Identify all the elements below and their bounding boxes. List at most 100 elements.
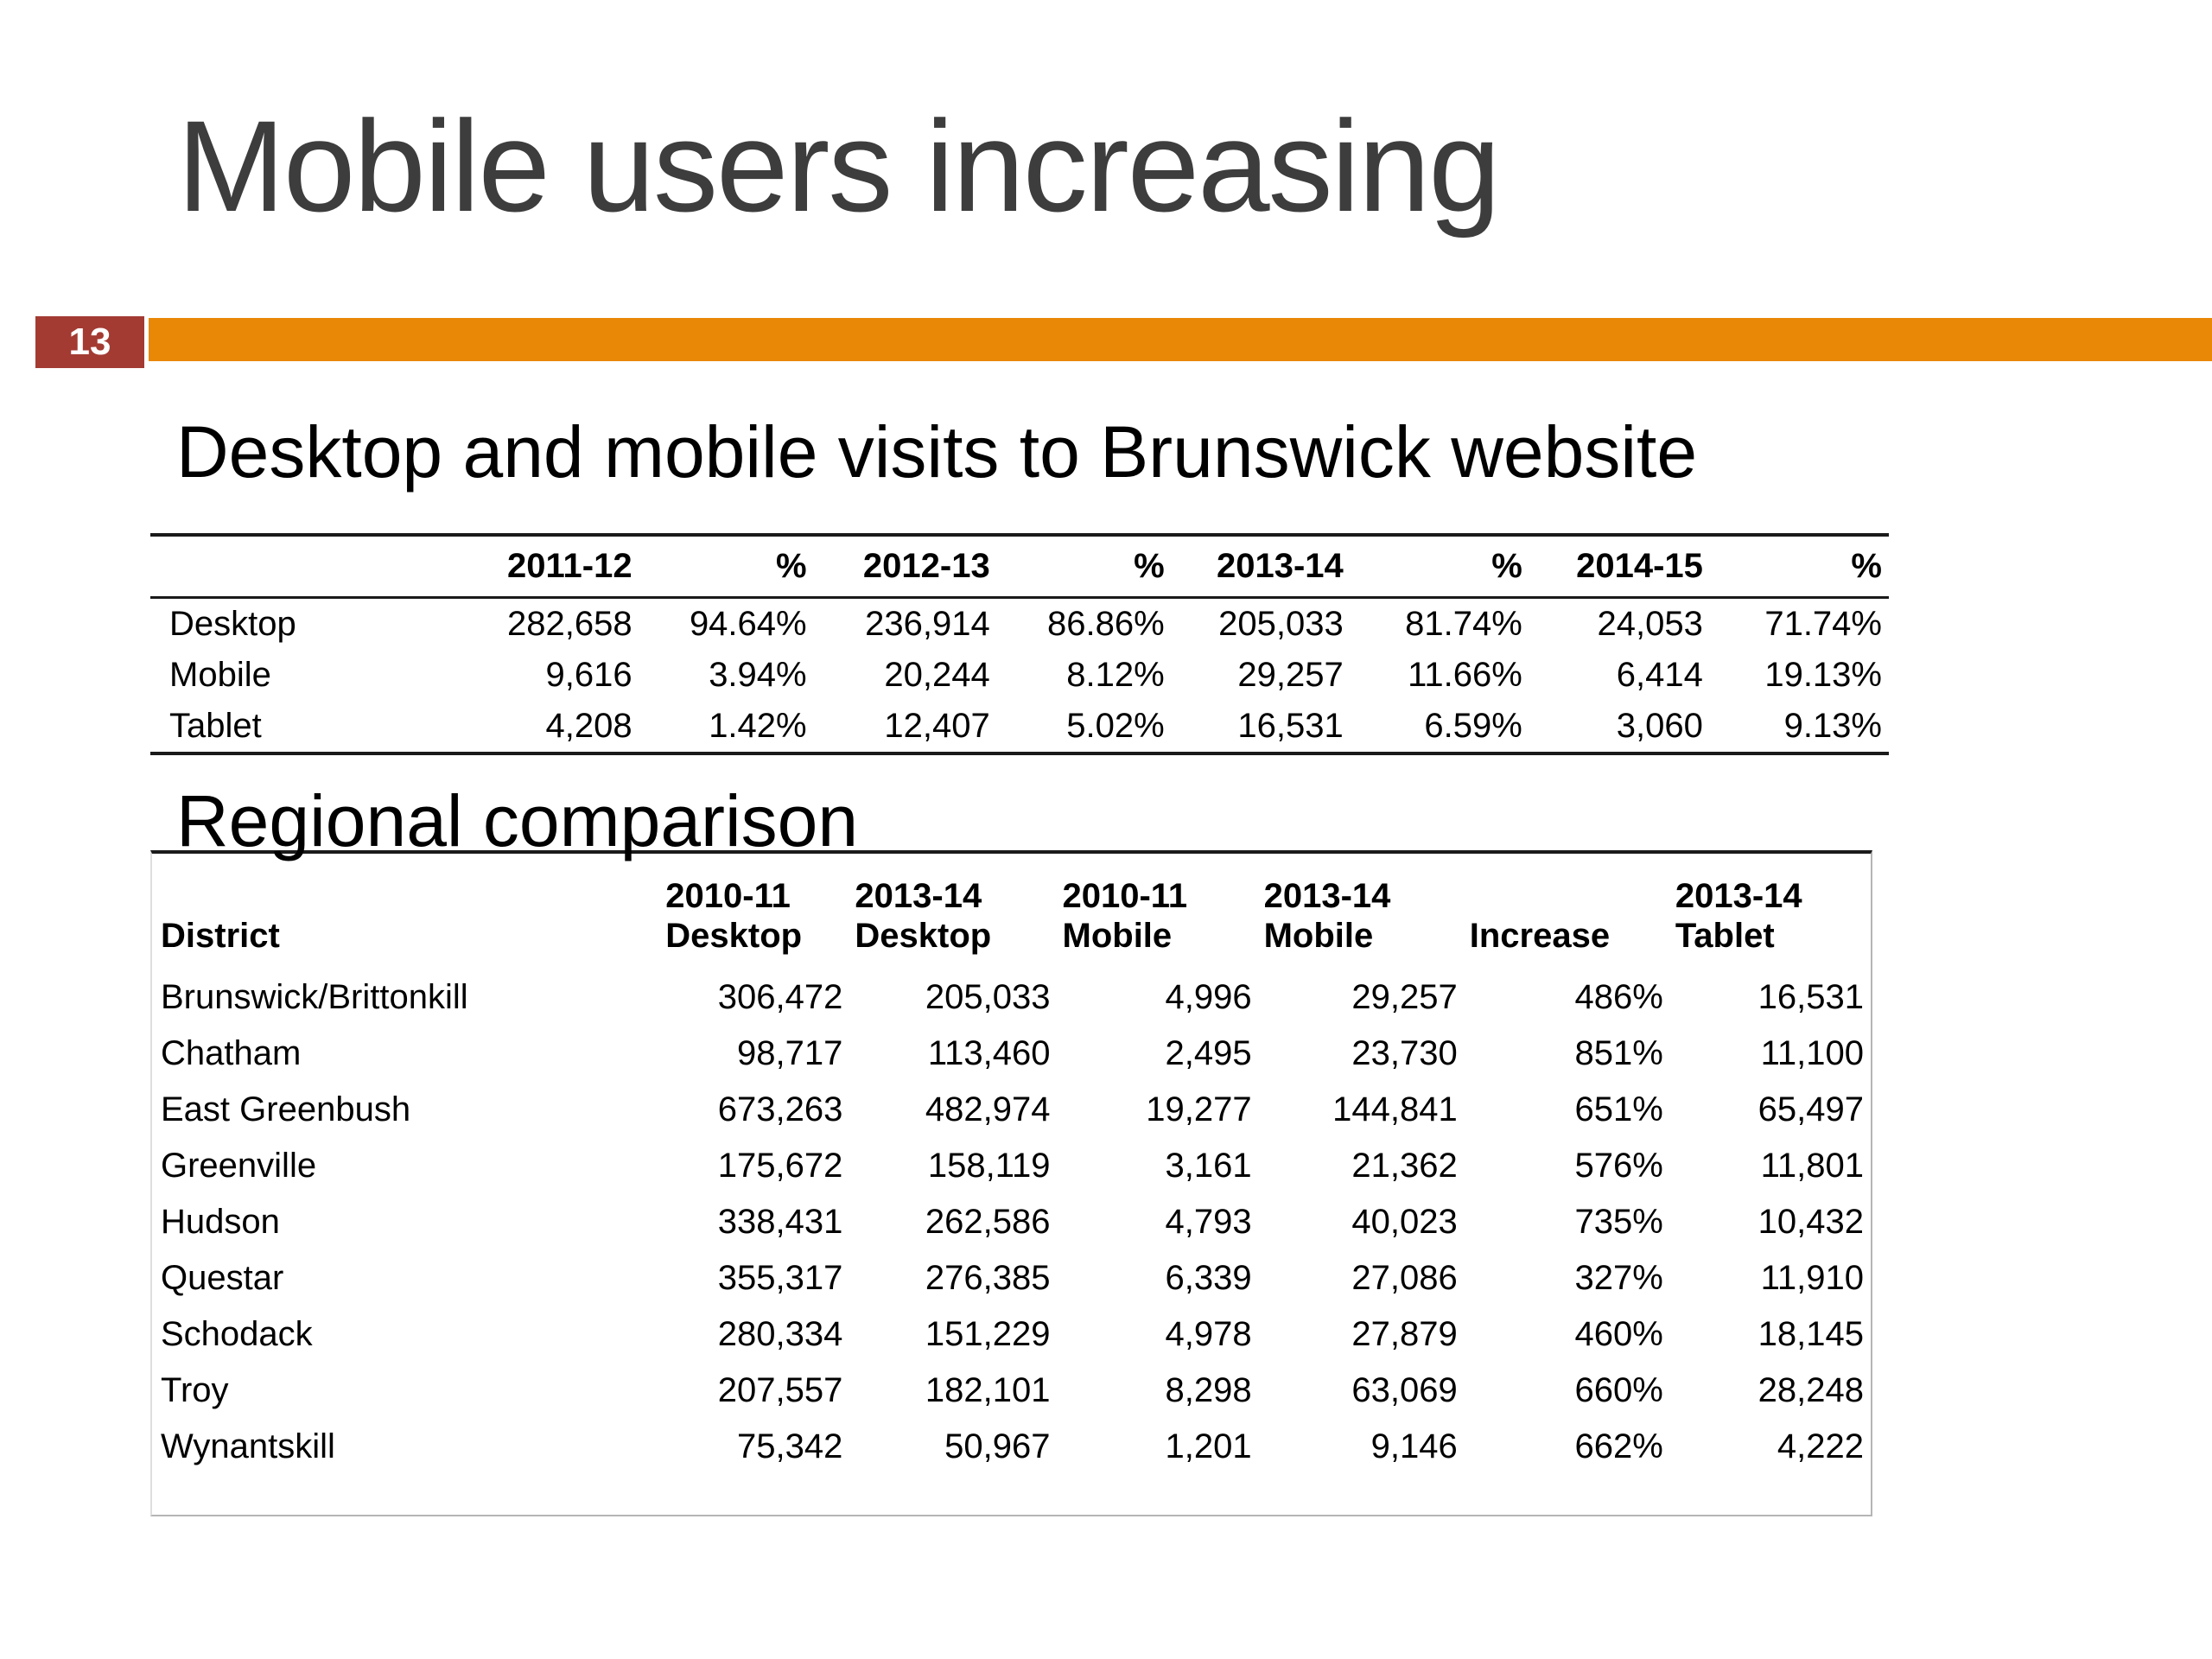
table-cell: 486% — [1574, 977, 1663, 1016]
slide-title: Mobile users increasing — [177, 93, 1501, 238]
table-cell: 9.13% — [1783, 706, 1882, 745]
table-cell: 735% — [1574, 1202, 1663, 1241]
table-cell: 113,460 — [927, 1033, 1051, 1072]
table-cell: 306,472 — [717, 977, 843, 1016]
visits-table: 2011-12 % 2012-13 % 2013-14 % 2014-15 % … — [150, 532, 1889, 755]
column-header: 2013-14 Tablet — [1675, 876, 1802, 955]
regional-table-box: District 2010-11 Desktop 2013-14 Desktop 2… — [150, 849, 1872, 1516]
regional-heading: Regional comparison — [176, 780, 859, 861]
regional-table: District 2010-11 Desktop 2013-14 Desktop 2… — [152, 871, 1871, 1475]
row-label: Brunswick/Brittonkill — [161, 977, 468, 1016]
table-cell: 9,146 — [1370, 1427, 1458, 1465]
visits-heading: Desktop and mobile visits to Brunswick w… — [176, 411, 1698, 493]
row-label: Tablet — [169, 706, 262, 745]
table-cell: 71.74% — [1764, 604, 1882, 643]
table-cell: 10,432 — [1758, 1202, 1864, 1241]
row-label: Greenville — [161, 1146, 317, 1185]
table-cell: 16,531 — [1758, 977, 1864, 1016]
table-cell: 27,879 — [1351, 1314, 1458, 1353]
table-cell: 355,317 — [717, 1258, 843, 1297]
table-cell: 207,557 — [717, 1370, 843, 1409]
table-cell: 205,033 — [1218, 604, 1344, 643]
table-cell: 660% — [1574, 1370, 1663, 1409]
table-cell: 851% — [1574, 1033, 1663, 1072]
table-row: Chatham 98,717 113,460 2,495 23,730 851%… — [152, 1026, 1871, 1082]
column-header: % — [1709, 534, 1889, 599]
table-cell: 175,672 — [717, 1146, 843, 1185]
row-label: East Greenbush — [161, 1090, 411, 1128]
table-row: Questar 355,317 276,385 6,339 27,086 327… — [152, 1250, 1871, 1306]
table-cell: 19.13% — [1764, 655, 1882, 694]
table-cell: 4,793 — [1165, 1202, 1252, 1241]
table-row: Wynantskill 75,342 50,967 1,201 9,146 66… — [152, 1419, 1871, 1475]
table-cell: 63,069 — [1351, 1370, 1458, 1409]
table-cell: 16,531 — [1237, 706, 1344, 745]
table-cell: 29,257 — [1351, 977, 1458, 1016]
table-row: Schodack 280,334 151,229 4,978 27,879 46… — [152, 1306, 1871, 1363]
column-header: Increase — [1469, 916, 1611, 955]
column-header: % — [1350, 534, 1529, 599]
table-cell: 4,208 — [545, 706, 632, 745]
table-cell: 673,263 — [717, 1090, 843, 1128]
table-cell: 19,277 — [1146, 1090, 1252, 1128]
section-regional: Regional comparison District 2010-11 Desk… — [150, 782, 1872, 1516]
section-visits: Desktop and mobile visits to Brunswick w… — [150, 413, 1889, 755]
table-cell: 327% — [1574, 1258, 1663, 1297]
column-header: % — [639, 534, 814, 599]
column-header: % — [996, 534, 1172, 599]
row-label: Mobile — [169, 655, 271, 694]
table-row: Mobile 9,616 3.94% 20,244 8.12% 29,257 1… — [150, 650, 1889, 701]
table-cell: 4,996 — [1165, 977, 1252, 1016]
table-cell: 28,248 — [1758, 1370, 1864, 1409]
table-cell: 282,658 — [507, 604, 632, 643]
table-cell: 1.42% — [709, 706, 807, 745]
table-cell: 182,101 — [925, 1370, 1051, 1409]
page-number-badge: 13 — [35, 316, 144, 368]
table-cell: 40,023 — [1351, 1202, 1458, 1241]
table-cell: 144,841 — [1332, 1090, 1458, 1128]
table-cell: 6,414 — [1616, 655, 1703, 694]
table-row: Greenville 175,672 158,119 3,161 21,362 … — [152, 1138, 1871, 1194]
table-cell: 27,086 — [1351, 1258, 1458, 1297]
table-cell: 576% — [1574, 1146, 1663, 1185]
table-cell: 1,201 — [1165, 1427, 1252, 1465]
row-label: Questar — [161, 1258, 284, 1297]
row-label: Desktop — [169, 604, 296, 643]
table-cell: 81.74% — [1405, 604, 1522, 643]
table-cell: 482,974 — [925, 1090, 1051, 1128]
table-cell: 5.02% — [1066, 706, 1165, 745]
table-cell: 3.94% — [709, 655, 807, 694]
visits-header-row: 2011-12 % 2012-13 % 2013-14 % 2014-15 % — [150, 534, 1889, 599]
table-cell: 11.66% — [1408, 655, 1522, 694]
table-cell: 158,119 — [927, 1146, 1051, 1185]
table-cell: 12,407 — [884, 706, 990, 745]
table-cell: 151,229 — [925, 1314, 1051, 1353]
table-cell: 338,431 — [717, 1202, 843, 1241]
row-label: Schodack — [161, 1314, 313, 1353]
table-cell: 11,910 — [1760, 1258, 1864, 1297]
row-label: Chatham — [161, 1033, 302, 1072]
table-row: Desktop 282,658 94.64% 236,914 86.86% 20… — [150, 597, 1889, 650]
table-cell: 6,339 — [1165, 1258, 1252, 1297]
table-cell: 24,053 — [1597, 604, 1703, 643]
table-cell: 20,244 — [884, 655, 990, 694]
table-cell: 9,616 — [545, 655, 632, 694]
accent-bar — [149, 318, 2212, 361]
row-label: Wynantskill — [161, 1427, 335, 1465]
column-header: 2010-11 Desktop — [665, 876, 803, 955]
table-cell: 6.59% — [1424, 706, 1522, 745]
table-cell: 4,978 — [1165, 1314, 1252, 1353]
table-cell: 2,495 — [1165, 1033, 1252, 1072]
table-cell: 65,497 — [1758, 1090, 1864, 1128]
row-label: Troy — [161, 1370, 229, 1409]
column-header: District — [161, 916, 280, 955]
table-row: Brunswick/Brittonkill 306,472 205,033 4,… — [152, 969, 1871, 1026]
table-cell: 75,342 — [737, 1427, 843, 1465]
table-cell: 3,161 — [1165, 1146, 1252, 1185]
column-header: 2014-15 — [1529, 534, 1710, 599]
table-row: Troy 207,557 182,101 8,298 63,069 660% 2… — [152, 1363, 1871, 1419]
table-cell: 8,298 — [1165, 1370, 1252, 1409]
table-cell: 11,100 — [1760, 1033, 1864, 1072]
table-cell: 21,362 — [1351, 1146, 1458, 1185]
